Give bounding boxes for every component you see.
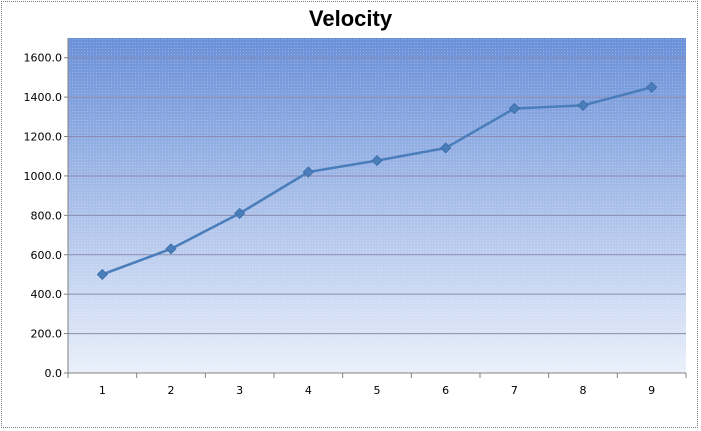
data-point	[508, 102, 520, 115]
y-tick-label: 600.0	[31, 249, 63, 262]
y-tick-label: 0.0	[45, 367, 63, 380]
x-tick-label: 3	[236, 384, 243, 397]
plot-area-texture	[68, 38, 686, 373]
x-tick-label: 2	[168, 384, 175, 397]
data-point	[371, 155, 383, 167]
y-tick-label: 1200.0	[24, 131, 63, 144]
y-tick-label: 1000.0	[24, 170, 63, 183]
y-tick-label: 400.0	[31, 288, 63, 301]
data-point	[165, 243, 177, 255]
y-tick-label: 1400.0	[24, 91, 63, 104]
data-point	[440, 142, 452, 154]
data-point	[577, 99, 589, 111]
x-tick-label: 7	[511, 384, 518, 397]
data-point	[646, 81, 658, 93]
x-tick-label: 9	[648, 384, 655, 397]
chart-title: Velocity	[308, 6, 393, 31]
x-tick-label: 4	[305, 384, 312, 397]
data-point	[96, 268, 108, 281]
x-tick-label: 8	[580, 384, 587, 397]
x-tick-label: 6	[442, 384, 449, 397]
y-tick-label: 200.0	[31, 328, 63, 341]
y-tick-label: 1600.0	[24, 52, 63, 65]
x-tick-label: 5	[374, 384, 381, 397]
y-tick-label: 800.0	[31, 209, 63, 222]
x-tick-label: 1	[99, 384, 106, 397]
data-point	[234, 207, 246, 219]
data-point	[302, 166, 314, 178]
